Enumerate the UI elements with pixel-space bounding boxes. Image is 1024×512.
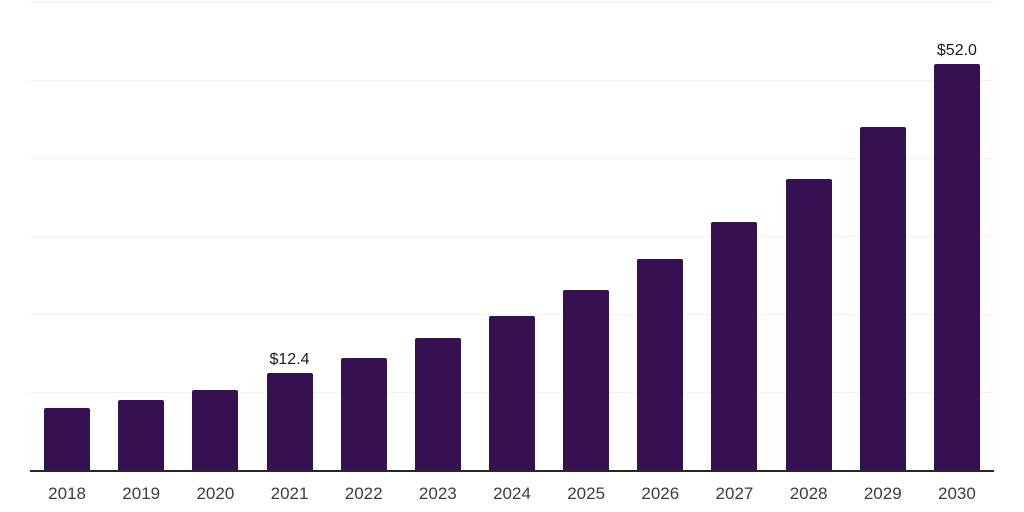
x-axis-line <box>30 470 994 472</box>
x-tick-2029: 2029 <box>863 484 902 503</box>
bar-2029[interactable] <box>859 126 906 470</box>
x-tick-2023: 2023 <box>418 484 457 503</box>
gridline-40 <box>30 158 994 159</box>
bar-2019[interactable] <box>118 399 165 470</box>
x-tick-2026: 2026 <box>641 484 680 503</box>
bar-2028[interactable] <box>785 179 832 470</box>
bar-2018[interactable] <box>44 407 91 470</box>
x-tick-2025: 2025 <box>567 484 606 503</box>
bar-2026[interactable] <box>637 258 684 470</box>
x-tick-2027: 2027 <box>715 484 754 503</box>
bar-2030[interactable] <box>933 64 980 470</box>
gridline-30 <box>30 236 994 237</box>
x-tick-2018: 2018 <box>48 484 86 503</box>
bar-2022[interactable] <box>340 358 387 470</box>
x-tick-2020: 2020 <box>196 484 235 503</box>
gridline-50 <box>30 80 994 81</box>
bar-2024[interactable] <box>489 316 535 470</box>
bar-2027[interactable] <box>711 221 758 470</box>
bar-2023[interactable] <box>414 338 461 470</box>
bar-2025[interactable] <box>563 289 610 470</box>
x-tick-2024: 2024 <box>493 484 531 503</box>
x-tick-2019: 2019 <box>122 484 161 503</box>
x-tick-2028: 2028 <box>789 484 828 503</box>
x-tick-2030: 2030 <box>938 484 976 503</box>
bar-value-label-2021: $12.4 <box>269 351 310 369</box>
bar-2020[interactable] <box>192 389 239 470</box>
x-tick-2021: 2021 <box>270 484 309 503</box>
gridline-20 <box>30 314 994 315</box>
bar-value-label-2030: $52.0 <box>936 42 977 60</box>
gridline-60 <box>30 2 994 3</box>
bar-2021[interactable] <box>266 373 313 470</box>
x-tick-2022: 2022 <box>344 484 383 503</box>
